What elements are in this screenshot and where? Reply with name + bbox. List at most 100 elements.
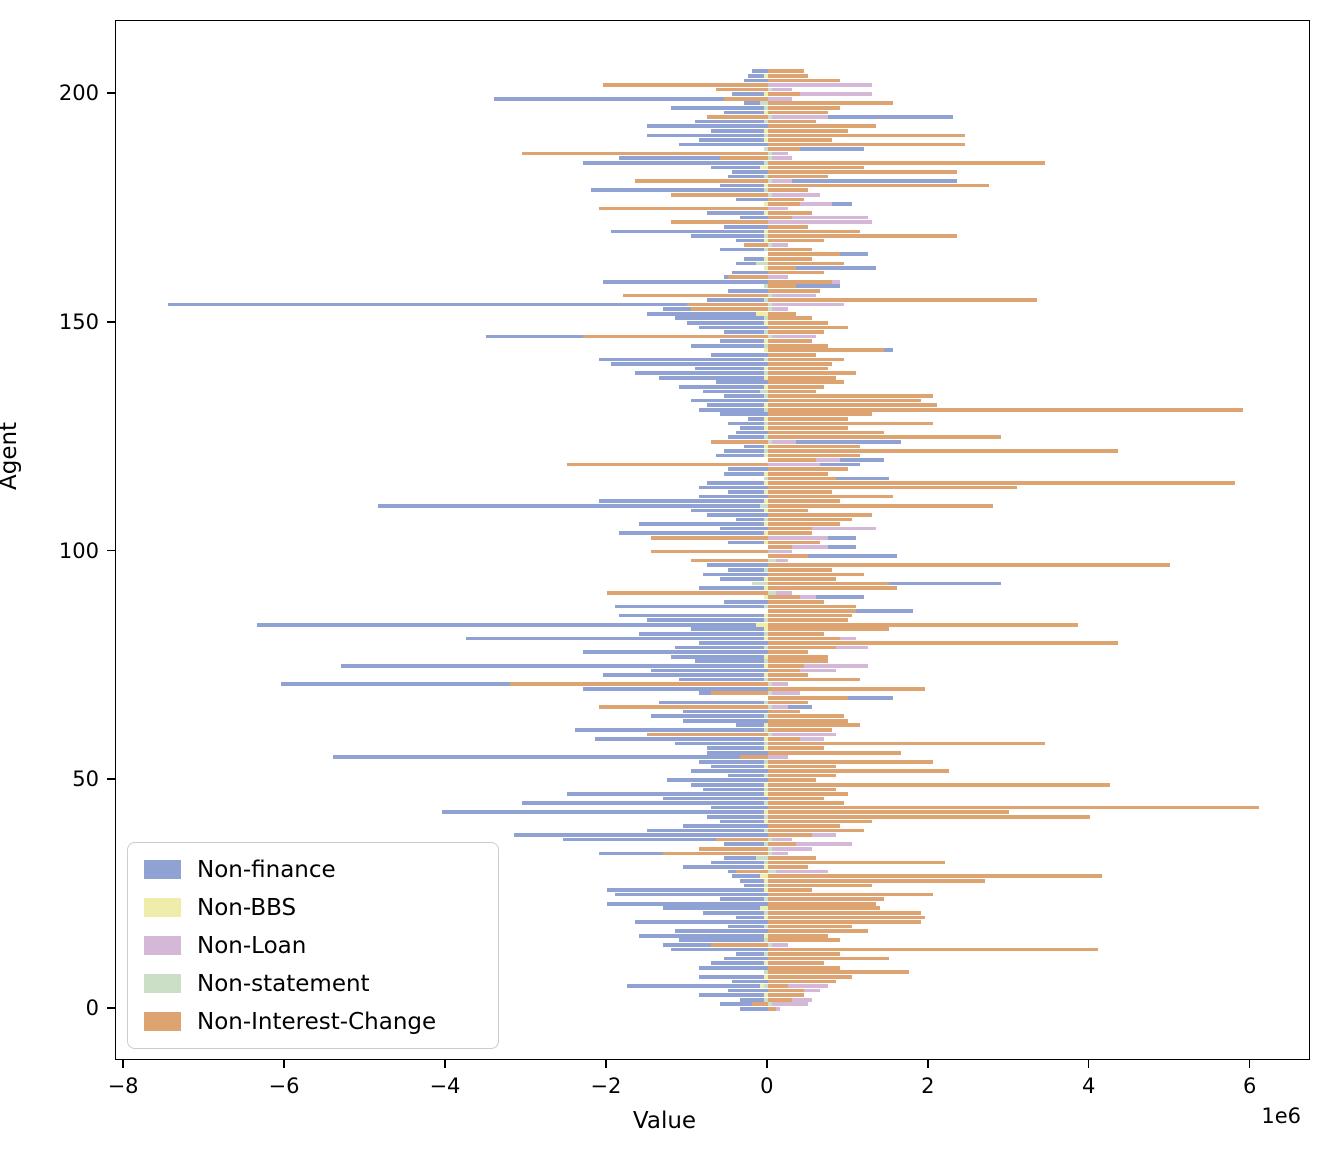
bar-non-interest-change-agent-98	[691, 558, 768, 563]
bar-non-statement-agent-156	[767, 293, 772, 298]
bar-non-finance-agent-65	[683, 709, 768, 714]
bar-non-interest-change-agent-25	[767, 892, 933, 897]
bar-non-finance-agent-86	[618, 613, 768, 618]
bar-non-interest-change-agent-47	[767, 792, 849, 796]
bar-non-interest-change-agent-40	[767, 824, 841, 828]
y-tick	[107, 778, 115, 780]
bar-non-finance-agent-115	[707, 481, 768, 485]
bar-non-interest-change-agent-13	[767, 947, 1098, 952]
bar-non-interest-change-agent-198	[767, 101, 893, 106]
bar-non-interest-change-agent-18	[767, 924, 853, 929]
bar-non-bbs-agent-7	[763, 975, 768, 979]
bar-non-finance-agent-26	[606, 888, 768, 892]
y-tick-label: 150	[58, 309, 99, 334]
bar-non-interest-change-agent-35	[699, 846, 768, 851]
bar-non-interest-change-agent-178	[671, 192, 768, 197]
bar-non-finance-agent-42	[707, 814, 768, 819]
bar-non-statement-agent-8	[763, 970, 768, 975]
bar-non-finance-agent-45	[522, 801, 768, 805]
bar-non-finance-agent-53	[711, 764, 768, 769]
bar-non-statement-agent-142	[763, 357, 768, 362]
y-tick	[107, 92, 115, 94]
bar-non-interest-change-agent-41	[767, 819, 873, 824]
bar-non-interest-change-agent-65	[767, 709, 800, 714]
bar-non-interest-change-agent-205	[767, 69, 805, 74]
bar-non-finance-agent-188	[767, 147, 865, 151]
bar-non-finance-agent-36	[723, 842, 768, 847]
bar-non-interest-change-agent-64	[767, 714, 845, 718]
bar-non-finance-agent-174	[707, 211, 768, 215]
bar-non-finance-agent-159	[602, 279, 768, 284]
bar-non-interest-change-agent-90	[767, 595, 800, 600]
bar-non-finance-agent-121	[715, 453, 768, 458]
bar-non-interest-change-agent-59	[767, 737, 800, 741]
bar-non-finance-agent-54	[699, 760, 768, 764]
bar-non-finance-agent-192	[711, 128, 768, 133]
bar-non-finance-agent-126	[735, 430, 768, 435]
bar-non-loan-agent-34	[767, 851, 788, 856]
bar-non-statement-agent-131	[763, 407, 768, 412]
bar-non-interest-change-agent-159	[767, 279, 833, 284]
bar-non-interest-change-agent-8	[767, 970, 909, 975]
bar-non-statement-agent-98	[767, 558, 776, 563]
bar-non-finance-agent-22	[663, 906, 768, 911]
bar-non-bbs-agent-146	[763, 339, 768, 343]
y-tick	[107, 1007, 115, 1009]
bar-non-statement-agent-58	[763, 741, 768, 746]
bar-non-interest-change-agent-204	[767, 74, 809, 78]
bar-non-interest-change-agent-141	[767, 362, 833, 366]
bar-non-finance-agent-67	[659, 700, 768, 705]
bar-non-finance-agent-196	[723, 110, 768, 115]
legend-item-non-interest-change: Non-Interest-Change	[144, 1007, 482, 1036]
bar-non-finance-agent-161	[731, 270, 768, 275]
bar-non-interest-change-agent-166	[767, 247, 813, 252]
bar-non-statement-agent-201	[767, 87, 772, 92]
bar-non-bbs-agent-180	[763, 183, 768, 188]
bar-non-interest-change-agent-196	[767, 110, 829, 115]
bar-non-finance-agent-80	[699, 641, 768, 645]
bar-non-bbs-agent-168	[763, 238, 768, 243]
bar-non-interest-change-agent-88	[767, 604, 857, 609]
bar-non-bbs-agent-28	[763, 878, 768, 883]
bar-non-finance-agent-109	[691, 508, 768, 513]
bar-non-interest-change-agent-109	[767, 508, 809, 513]
bar-non-finance-agent-154	[168, 302, 768, 307]
bar-non-bbs-agent-204	[763, 74, 768, 78]
legend-swatch-icon	[144, 936, 181, 955]
bar-non-finance-agent-180	[719, 183, 768, 188]
bar-non-finance-agent-82	[639, 632, 768, 636]
x-tick	[927, 1060, 929, 1068]
bar-non-statement-agent-21	[763, 910, 768, 915]
bar-non-finance-agent-151	[675, 316, 768, 321]
bar-non-statement-agent-188	[763, 147, 768, 151]
bar-non-interest-change-agent-29	[767, 874, 1102, 879]
bar-non-loan-agent-37	[767, 837, 792, 842]
bar-non-interest-change-agent-101	[767, 545, 792, 549]
bar-non-interest-change-agent-84	[767, 622, 1078, 627]
bar-non-interest-change-agent-199	[723, 96, 768, 101]
bar-non-finance-agent-92	[699, 586, 768, 590]
bar-non-statement-agent-67	[763, 700, 768, 705]
bar-non-finance-agent-90	[767, 595, 865, 600]
x-tick	[122, 1060, 124, 1068]
bar-non-interest-change-agent-177	[767, 197, 805, 202]
bar-non-bbs-agent-26	[763, 888, 768, 892]
bar-non-interest-change-agent-36	[767, 842, 796, 847]
bar-non-finance-agent-89	[723, 599, 768, 604]
bar-non-interest-change-agent-126	[767, 430, 885, 435]
bar-non-loan-agent-175	[767, 206, 788, 211]
bar-non-finance-agent-24	[719, 897, 768, 901]
bar-non-interest-change-agent-140	[767, 366, 829, 371]
bar-non-finance-agent-20	[735, 915, 768, 920]
legend-swatch-icon	[144, 898, 181, 917]
bar-non-interest-change-agent-61	[767, 728, 833, 732]
bar-non-statement-agent-24	[763, 897, 768, 901]
bar-non-bbs-agent-102	[763, 540, 768, 545]
bar-non-statement-agent-198	[759, 101, 768, 106]
bar-non-finance-agent-135	[703, 389, 768, 394]
bar-non-interest-change-agent-94	[767, 577, 837, 581]
bar-non-statement-agent-182	[763, 174, 768, 179]
bar-non-loan-agent-30	[767, 869, 829, 874]
bar-non-interest-change-agent-76	[767, 659, 829, 664]
bar-non-finance-agent-185	[582, 160, 768, 165]
